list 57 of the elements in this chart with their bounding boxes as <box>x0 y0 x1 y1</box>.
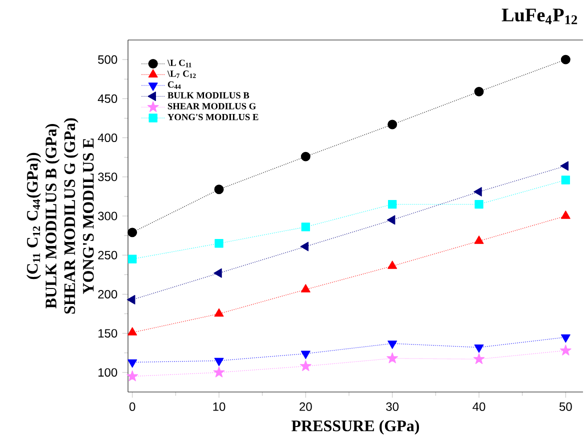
x-tick-label: 20 <box>300 402 312 411</box>
text: BULK MODILUS B (GPa) <box>45 124 60 308</box>
y-tick-label: 200 <box>98 290 118 298</box>
point <box>560 161 569 171</box>
point <box>388 120 398 130</box>
x-tick-label: 30 <box>386 402 399 411</box>
point <box>214 268 222 278</box>
point <box>474 200 484 209</box>
y-tick-label: 450 <box>98 94 118 103</box>
y-tick-label: 100 <box>98 368 118 377</box>
point <box>128 254 137 264</box>
y-tick-label: 500 <box>98 55 118 64</box>
legend-label: YONG'S MODILUS E <box>168 114 258 120</box>
x-tick-label: 0 <box>129 402 136 411</box>
point <box>388 260 398 269</box>
legend-label: \L$_{7}$ C$_{12}$ <box>167 70 196 78</box>
point <box>388 200 397 209</box>
point <box>560 54 570 64</box>
point <box>561 176 570 184</box>
chart-title: LuFe$_{4}$P$_{12}$ <box>502 8 578 24</box>
point <box>213 366 225 378</box>
x-tick-label: 40 <box>472 402 486 411</box>
y-tick-label: 250 <box>98 250 118 260</box>
text: SHEAR MODILUS G (GPa) <box>64 118 78 314</box>
y-tick-label: 350 <box>98 172 118 182</box>
point <box>128 327 138 336</box>
point <box>474 86 484 96</box>
legend-label: SHEAR MODILUS G <box>168 103 256 110</box>
y-tick-label: 150 <box>98 329 118 338</box>
point <box>300 152 310 162</box>
point <box>128 228 138 238</box>
point <box>214 184 224 194</box>
text: YONG'S MODILUS E <box>82 138 94 294</box>
text: (C$_{11}$ C$_{12}$ C$_{44}$(GPa)) <box>26 152 42 280</box>
point <box>474 187 482 196</box>
legend-label: \L C$_{11}$ <box>167 60 192 68</box>
point <box>300 360 312 372</box>
point <box>300 284 310 292</box>
point <box>560 210 570 219</box>
x-tick-label: 50 <box>559 402 572 411</box>
y-tick-label: 300 <box>98 212 118 220</box>
x-tick-label: 10 <box>213 402 226 411</box>
legend-label: C$_{44}$ <box>168 81 181 89</box>
point <box>126 294 136 304</box>
point <box>214 239 224 248</box>
point <box>126 370 138 382</box>
point <box>560 344 572 356</box>
point <box>300 242 309 252</box>
point <box>301 222 310 232</box>
point <box>474 236 484 244</box>
point <box>214 308 224 317</box>
y-tick-label: 400 <box>98 134 118 142</box>
point <box>386 352 398 364</box>
point <box>386 215 396 225</box>
point <box>473 353 485 364</box>
x-axis-title: PRESSURE (GPa) <box>292 420 420 435</box>
legend-label: BULK MODILUS B <box>168 92 250 98</box>
